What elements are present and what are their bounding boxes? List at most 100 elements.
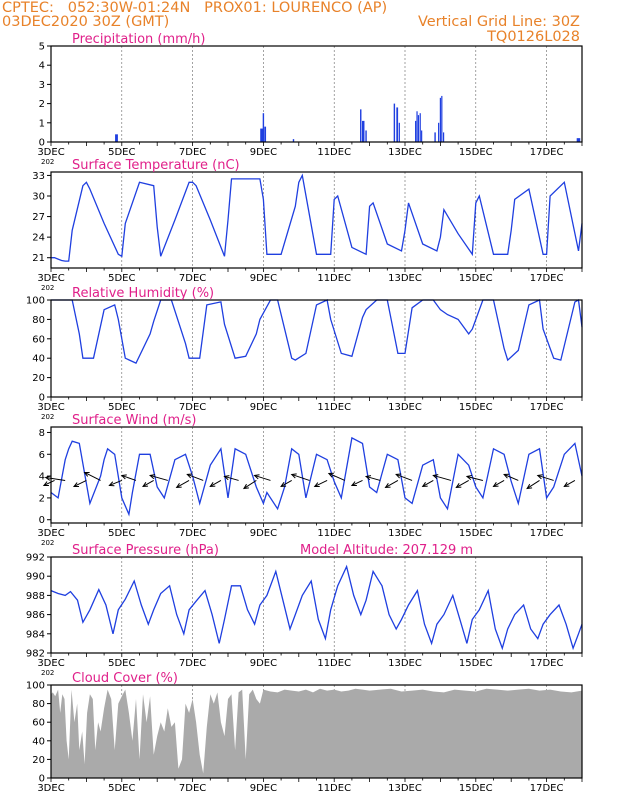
y-tick-label: 984 xyxy=(26,629,45,640)
precip-bar xyxy=(441,95,443,142)
wind-arrow xyxy=(503,473,519,481)
wind-series-line xyxy=(50,436,583,517)
wind-arrow-head xyxy=(384,483,391,489)
x-tick-label: 9DEC xyxy=(250,402,277,413)
x-tick-label: 7DEC xyxy=(179,147,206,158)
y-tick-label: 990 xyxy=(26,572,45,583)
wind-arrow-head xyxy=(253,474,260,480)
x-tick-label: 15DEC xyxy=(459,402,493,413)
x-tick-label: 17DEC xyxy=(530,147,564,158)
y-tick-label: 80 xyxy=(32,315,45,326)
rh-series-line xyxy=(51,298,583,364)
wind-arrow xyxy=(328,472,346,481)
wind-arrow-head xyxy=(142,482,149,488)
x-year-label: 202 xyxy=(41,539,54,547)
header: CPTEC: 052:30W-01:24N PROX01: LOURENCO (… xyxy=(0,0,618,46)
x-tick-label: 17DEC xyxy=(530,528,564,539)
wind-arrow-head xyxy=(327,472,334,478)
precip-bar xyxy=(398,122,400,142)
wind-arrow-head xyxy=(313,482,320,487)
wind-arrow xyxy=(243,480,257,489)
panel-wind: 0 2 4 6 8 3DEC 5DEC 7DEC 9DEC 11DEC 13DEC 15DEC 17DE… xyxy=(37,413,583,547)
wind-arrow xyxy=(493,480,505,487)
precip-bar xyxy=(260,128,264,142)
wind-arrow xyxy=(187,473,204,481)
y-tick-label: 24 xyxy=(32,233,45,244)
y-tick-label: 20 xyxy=(32,755,45,766)
y-tick-label: 80 xyxy=(32,699,45,710)
x-tick-label: 11DEC xyxy=(317,402,351,413)
x-tick-label: 15DEC xyxy=(459,783,493,794)
wind-arrow-head xyxy=(209,482,216,488)
panel-temp: 21 24 27 30 33 3DEC 5DEC 7DEC 9DEC 11DEC 13DEC 15DE… xyxy=(32,158,583,292)
y-tick-label: 30 xyxy=(32,192,45,203)
x-tick-label: 9DEC xyxy=(250,147,277,158)
wind-arrow xyxy=(422,480,434,487)
y-tick-label: 2 xyxy=(39,493,45,504)
precip-bar xyxy=(442,132,445,142)
x-tick-label: 5DEC xyxy=(108,273,135,284)
y-tick-label: 20 xyxy=(32,373,45,384)
precip-title: Precipitation (mm/h) xyxy=(72,32,205,47)
x-tick-label: 17DEC xyxy=(530,658,564,669)
wind-arrow-head xyxy=(364,475,372,481)
y-tick-label: 3 xyxy=(39,80,45,91)
panel-frame xyxy=(50,556,583,654)
y-tick-label: 27 xyxy=(32,212,45,223)
press-annotation: Model Altitude: 207.129 m xyxy=(300,543,473,558)
precip-bar xyxy=(361,120,365,142)
y-tick-label: 5 xyxy=(39,42,45,53)
x-year-label: 202 xyxy=(41,669,54,677)
wind-arrow-head xyxy=(175,483,182,489)
panel-rh: 0 20 40 60 80 100 3DEC 5DEC 7DEC 9DEC 11DEC 13DEC 15… xyxy=(26,286,583,421)
wind-arrow xyxy=(537,474,554,481)
y-tick-label: 988 xyxy=(26,591,45,602)
header-grid-line: Vertical Grid Line: 30Z xyxy=(417,14,580,30)
wind-arrow xyxy=(142,480,154,487)
precip-bar xyxy=(396,107,399,142)
precip-bar xyxy=(576,138,581,142)
x-tick-label: 3DEC xyxy=(37,147,64,158)
rh-title: Relative Humidity (%) xyxy=(72,286,214,301)
wind-arrow xyxy=(280,480,292,487)
x-tick-label: 17DEC xyxy=(530,783,564,794)
wind-arrow xyxy=(365,475,381,481)
y-tick-label: 60 xyxy=(32,334,45,345)
wind-arrow-head xyxy=(492,482,499,488)
wind-arrow-head xyxy=(526,483,533,490)
x-tick-label: 5DEC xyxy=(108,658,135,669)
x-tick-label: 11DEC xyxy=(317,658,351,669)
wind-arrow-head xyxy=(563,482,570,488)
x-tick-label: 15DEC xyxy=(459,147,493,158)
wind-arrow xyxy=(433,474,452,481)
header-date: 03DEC2020 30Z (GMT) xyxy=(2,14,170,30)
header-station-line: CPTEC: 052:30W-01:24N PROX01: LOURENCO (… xyxy=(2,0,388,16)
wind-arrow xyxy=(466,475,484,481)
precip-bar xyxy=(434,132,436,142)
x-tick-label: 5DEC xyxy=(108,783,135,794)
x-tick-label: 3DEC xyxy=(37,273,64,284)
wind-arrow xyxy=(456,480,469,488)
wind-arrow-head xyxy=(350,481,357,487)
wind-arrow xyxy=(149,474,168,481)
panel-precip: 0 1 2 3 4 5 3DEC 5DEC 7DEC 9DEC 11DEC 13DEC 15DEC 17D… xyxy=(37,32,583,166)
y-tick-label: 0 xyxy=(39,393,45,404)
wind-arrow-head xyxy=(42,481,49,487)
y-tick-label: 1 xyxy=(39,118,45,129)
y-tick-label: 0 xyxy=(39,515,45,526)
wind-arrow xyxy=(109,479,122,486)
wind-arrow-head xyxy=(72,482,80,487)
x-tick-label: 15DEC xyxy=(459,528,493,539)
precip-bar xyxy=(438,122,440,142)
y-tick-label: 4 xyxy=(39,472,45,483)
wind-arrow xyxy=(121,474,137,481)
wind-title: Surface Wind (m/s) xyxy=(72,413,196,428)
wind-arrow xyxy=(73,480,87,487)
precip-bar xyxy=(419,113,421,142)
x-tick-label: 15DEC xyxy=(459,273,493,284)
y-tick-label: 8 xyxy=(39,428,45,439)
x-tick-label: 9DEC xyxy=(250,658,277,669)
wind-arrow-head xyxy=(280,482,287,488)
x-tick-label: 13DEC xyxy=(388,147,422,158)
wind-arrow-head xyxy=(536,474,543,480)
